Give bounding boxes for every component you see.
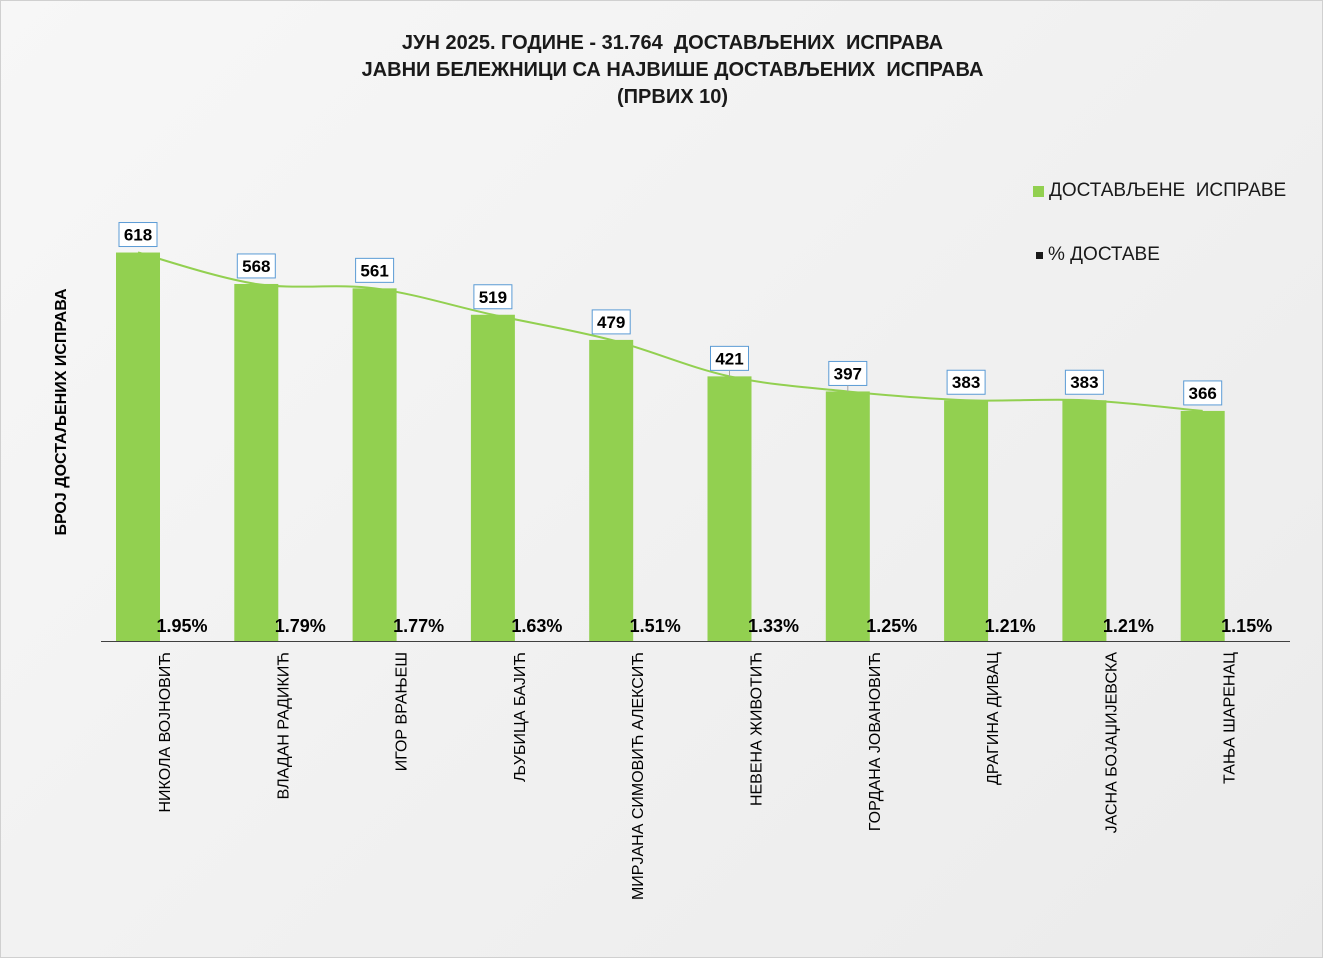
category-label-10: ТАЊА ШАРЕНАЦ [1222,652,1239,784]
category-label-2: ВЛАДАН РАДИКИЋ [275,652,292,799]
value-label-4: 519 [479,288,507,307]
category-label-7: ГОРДАНА ЈОВАНОВИЋ [867,652,884,831]
percent-label-3: 1.77% [393,616,444,636]
category-label-4: ЉУБИЦА БАЈИЋ [512,652,529,782]
legend-label-percent: % ДОСТАВЕ [1048,244,1160,265]
category-label-5: МИРЈАНА СИМОВИЋ АЛЕКСИЋ [630,652,647,900]
value-label-8: 383 [952,373,980,392]
value-label-box-9 [1064,369,1104,395]
percent-label-6: 1.33% [748,616,799,636]
legend-swatch-percent [1036,251,1043,259]
percent-label-8: 1.21% [985,616,1036,636]
category-label-9: ЈАСНА БОЈАЏИЈЕВСКА [1103,652,1120,834]
percent-label-10: 1.15% [1221,616,1272,636]
value-label-box-2 [236,253,276,279]
legend-item-percent: % ДОСТАВЕ [1036,244,1160,266]
value-label-box-7 [828,360,868,386]
chart-title: ЈУН 2025. ГОДИНЕ - 31.764 ДОСТАВЉЕНИХ ИС… [0,30,1323,111]
percent-label-1: 1.95% [156,616,207,636]
legend-label-documents: ДОСТАВЉЕНЕ ИСПРАВЕ [1049,180,1287,201]
value-label-box-8 [946,369,986,395]
legend-item-documents: ДОСТАВЉЕНЕ ИСПРАВЕ [1033,180,1286,202]
bar-2 [234,283,279,641]
value-label-5: 479 [597,313,625,332]
bar-3 [352,288,397,641]
bar-6 [707,376,752,641]
value-label-2: 568 [242,257,270,276]
title-line-1: ЈУН 2025. ГОДИНЕ - 31.764 ДОСТАВЉЕНИХ ИС… [401,32,944,54]
bar-7 [825,391,870,641]
value-label-box-10 [1183,380,1223,406]
percent-label-9: 1.21% [1103,616,1154,636]
percent-label-2: 1.79% [275,616,326,636]
bar-10 [1180,410,1225,641]
percent-label-7: 1.25% [866,616,917,636]
bar-4 [470,314,515,641]
percent-label-5: 1.51% [630,616,681,636]
bar-5 [589,339,634,641]
value-label-6: 421 [715,349,743,368]
value-label-7: 397 [834,364,862,383]
value-label-1: 618 [124,226,152,245]
category-label-8: ДРАГИНА ДИВАЦ [985,652,1002,785]
bar-8 [944,400,989,641]
title-line-2: ЈАВНИ БЕЛЕЖНИЦИ СА НАЈВИШЕ ДОСТАВЉЕНИХ И… [361,59,984,81]
value-label-9: 383 [1070,373,1098,392]
bar-9 [1062,400,1107,641]
value-label-box-6 [710,345,749,371]
trendline [137,251,1203,412]
percent-label-4: 1.63% [511,616,562,636]
value-label-box-1 [118,222,158,248]
category-label-1: НИКОЛА ВОЈНОВИЋ [157,652,174,813]
bar-1 [116,252,160,641]
value-label-box-3 [355,257,395,283]
value-label-box-5 [591,309,631,335]
value-label-box-4 [473,284,513,310]
value-label-3: 561 [360,261,388,280]
value-label-10: 366 [1189,384,1217,403]
category-label-6: НЕВЕНА ЖИВОТИЋ [749,652,766,806]
category-label-3: ИГОР ВРАЊЕШ [394,652,411,771]
title-line-3: (ПРВИХ 10) [617,86,728,108]
legend-swatch-documents [1033,185,1044,197]
